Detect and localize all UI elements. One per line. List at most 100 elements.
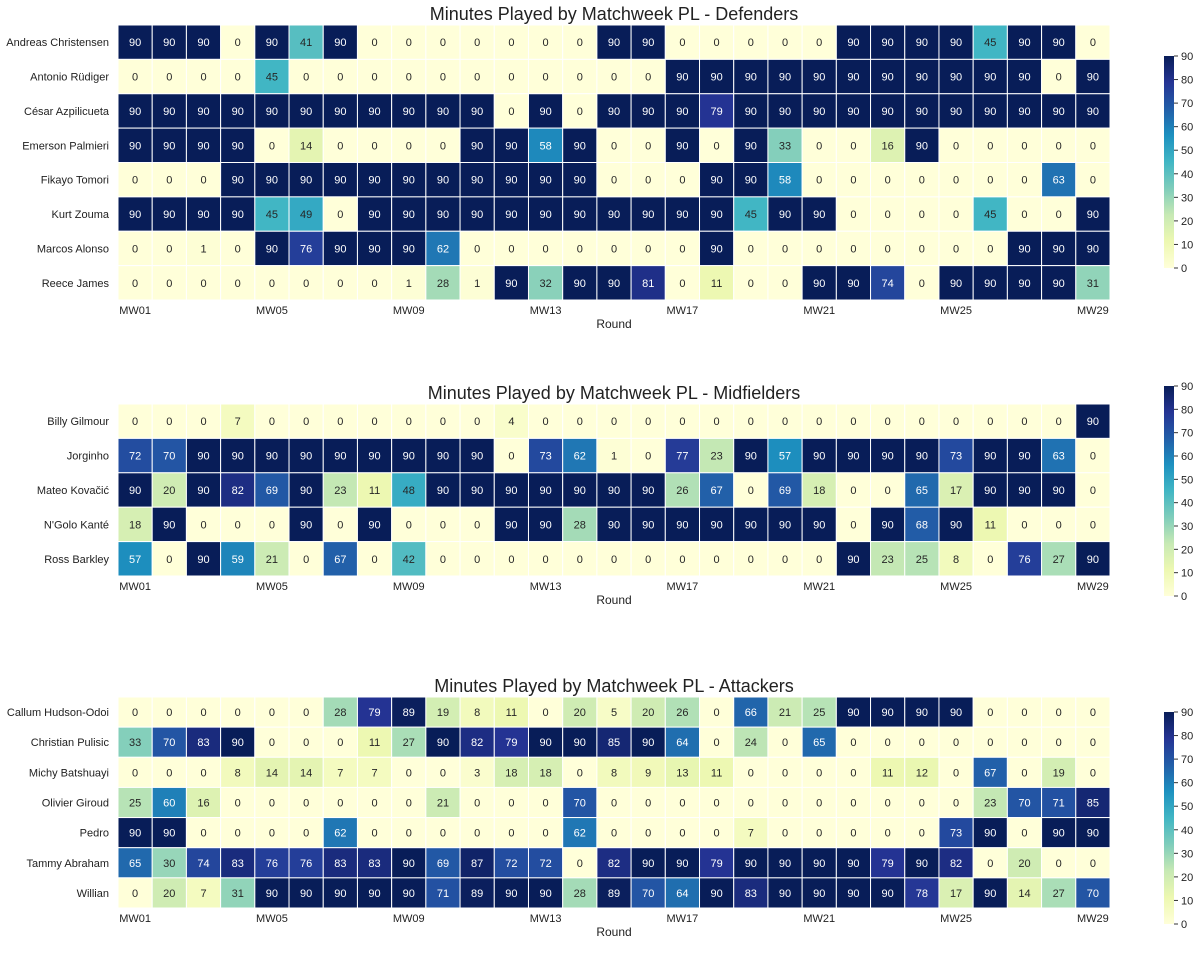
cell-value-label: 0: [577, 858, 583, 870]
cell-value-label: 0: [850, 519, 856, 531]
cell-value-label: 90: [813, 451, 825, 463]
colorbar-tick-label: 70: [1181, 98, 1193, 110]
heatmap-cell: [1041, 196, 1077, 232]
cell-value-label: 90: [984, 485, 996, 497]
x-tick-label: MW01: [119, 305, 151, 317]
heatmap-panel-0: Minutes Played by Matchweek PL - Defende…: [6, 4, 1193, 331]
cell-value-label: 90: [437, 451, 449, 463]
cell-value-label: 0: [816, 243, 822, 255]
cell-value-label: 12: [916, 767, 928, 779]
cell-value-label: 90: [197, 209, 209, 221]
heatmap-cell: [117, 786, 153, 819]
cell-value-label: 90: [642, 209, 654, 221]
heatmap-cell: [664, 817, 701, 849]
cell-value-label: 0: [440, 416, 446, 428]
cell-value-label: 0: [235, 828, 241, 840]
heatmap-cell: [1041, 696, 1077, 728]
colorbar-tick-label: 90: [1181, 707, 1193, 719]
heatmap-cell: [562, 726, 598, 758]
heatmap-cell: [185, 817, 222, 849]
heatmap-cell: [1041, 127, 1077, 163]
cell-value-label: 0: [406, 767, 412, 779]
heatmap-cell: [322, 877, 358, 909]
cell-value-label: 0: [919, 737, 925, 749]
heatmap-cell: [425, 127, 461, 163]
cell-value-label: 67: [710, 485, 722, 497]
colorbar-tick-label: 0: [1181, 919, 1187, 931]
heatmap-cell: [391, 506, 427, 543]
heatmap-cell: [1006, 472, 1043, 508]
cell-value-label: 90: [1087, 106, 1099, 118]
cell-value-label: 45: [266, 72, 278, 84]
heatmap-cell: [1006, 24, 1043, 60]
heatmap-cell: [801, 847, 837, 879]
cell-value-label: 87: [471, 858, 483, 870]
cell-value-label: 0: [508, 798, 514, 810]
colorbar: [1164, 56, 1174, 268]
cell-value-label: 90: [1087, 72, 1099, 84]
cell-value-label: 0: [543, 243, 549, 255]
row-label: N'Golo Kanté: [44, 519, 109, 531]
heatmap-cell: [733, 230, 769, 267]
cell-value-label: 90: [505, 888, 517, 900]
x-tick-label: MW01: [119, 913, 151, 925]
cell-value-label: 0: [200, 519, 206, 531]
colorbar-tick-label: 30: [1181, 192, 1193, 204]
cell-value-label: 90: [539, 737, 551, 749]
cell-value-label: 33: [779, 140, 791, 152]
heatmap-cell: [220, 541, 256, 577]
cell-value-label: 0: [611, 243, 617, 255]
cell-value-label: 7: [337, 767, 343, 779]
x-axis-label: Round: [596, 593, 631, 607]
cell-value-label: 20: [1018, 858, 1030, 870]
colorbar-tick-label: 40: [1181, 169, 1193, 181]
colorbar-tick-label: 40: [1181, 498, 1193, 510]
cell-value-label: 90: [505, 175, 517, 187]
row-label: Fikayo Tomori: [41, 175, 109, 187]
colorbar-tick-label: 20: [1181, 544, 1193, 556]
row-label: Ross Barkley: [44, 554, 109, 566]
cell-value-label: 0: [1021, 737, 1027, 749]
heatmap-cell: [391, 93, 427, 129]
heatmap-cell: [664, 196, 701, 232]
cell-value-label: 0: [132, 175, 138, 187]
cell-value-label: 0: [987, 737, 993, 749]
cell-value-label: 0: [748, 798, 754, 810]
cell-value-label: 63: [1053, 451, 1065, 463]
cell-value-label: 90: [642, 858, 654, 870]
cell-value-label: 0: [816, 798, 822, 810]
cell-value-label: 0: [645, 416, 651, 428]
cell-value-label: 90: [471, 451, 483, 463]
cell-value-label: 0: [748, 554, 754, 566]
cell-value-label: 90: [505, 140, 517, 152]
heatmap-cell: [1006, 265, 1043, 301]
x-tick-label: MW13: [530, 581, 562, 593]
cell-value-label: 90: [984, 72, 996, 84]
heatmap-cell: [322, 403, 358, 439]
cell-value-label: 67: [334, 554, 346, 566]
cell-value-label: 90: [471, 485, 483, 497]
heatmap-cell: [630, 162, 666, 198]
cell-value-label: 1: [611, 451, 617, 463]
cell-value-label: 25: [813, 707, 825, 719]
cell-value-label: 0: [714, 828, 720, 840]
cell-value-label: 90: [916, 72, 928, 84]
heatmap-cell: [870, 696, 906, 728]
cell-value-label: 83: [197, 737, 209, 749]
cell-value-label: 0: [1090, 858, 1096, 870]
heatmap-cell: [1075, 847, 1111, 879]
x-tick-label: MW25: [940, 913, 972, 925]
heatmap-cell: [699, 817, 735, 849]
cell-value-label: 0: [269, 140, 275, 152]
cell-value-label: 57: [129, 554, 141, 566]
cell-value-label: 0: [269, 828, 275, 840]
heatmap-cell: [630, 93, 666, 129]
cell-value-label: 62: [574, 451, 586, 463]
cell-value-label: 0: [1021, 209, 1027, 221]
cell-value-label: 82: [471, 737, 483, 749]
cell-value-label: 83: [368, 858, 380, 870]
heatmap-cell: [425, 817, 461, 849]
heatmap-cell: [733, 541, 769, 577]
heatmap-cell: [870, 506, 906, 543]
cell-value-label: 90: [232, 209, 244, 221]
